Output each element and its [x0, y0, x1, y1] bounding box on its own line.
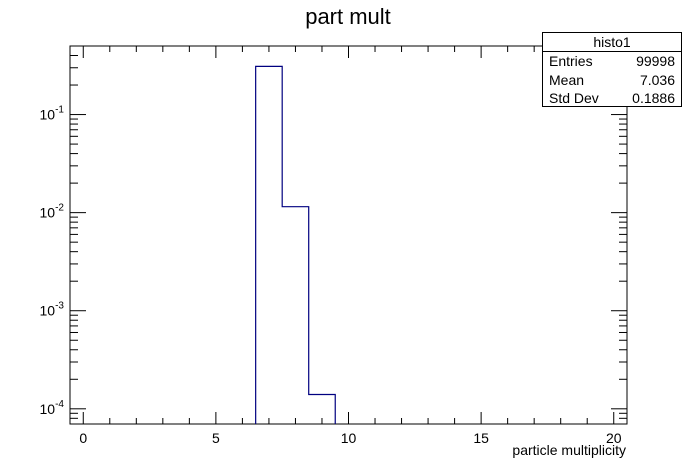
- y-tick-label: 10-4: [40, 399, 65, 417]
- stats-label: Std Dev: [549, 90, 599, 106]
- stats-box: histo1 Entries 99998 Mean 7.036 Std Dev …: [542, 32, 682, 107]
- stats-box-title: histo1: [543, 33, 681, 52]
- y-tick-label: 10-1: [40, 105, 65, 123]
- stats-row-mean: Mean 7.036: [543, 71, 681, 90]
- x-tick-label: 5: [212, 430, 220, 446]
- x-tick-label: 20: [606, 430, 622, 446]
- x-tick-label: 15: [473, 430, 489, 446]
- stats-value: 99998: [636, 53, 675, 69]
- x-tick-label: 0: [79, 430, 87, 446]
- stats-row-stddev: Std Dev 0.1886: [543, 89, 681, 108]
- y-tick-label: 10-2: [40, 203, 65, 221]
- y-tick-label: 10-3: [40, 301, 65, 319]
- histogram-bin: [256, 66, 283, 424]
- x-tick-label: 10: [341, 430, 357, 446]
- stats-value: 0.1886: [632, 90, 675, 106]
- stats-value: 7.036: [639, 71, 675, 88]
- chart-title: part mult: [305, 4, 391, 29]
- stats-label: Entries: [549, 53, 593, 69]
- histogram-outline: [255, 65, 336, 424]
- histogram-bin: [282, 207, 309, 424]
- stats-row-entries: Entries 99998: [543, 52, 681, 71]
- stats-label: Mean: [549, 71, 585, 88]
- x-axis-label: particle multiplicity: [512, 442, 626, 458]
